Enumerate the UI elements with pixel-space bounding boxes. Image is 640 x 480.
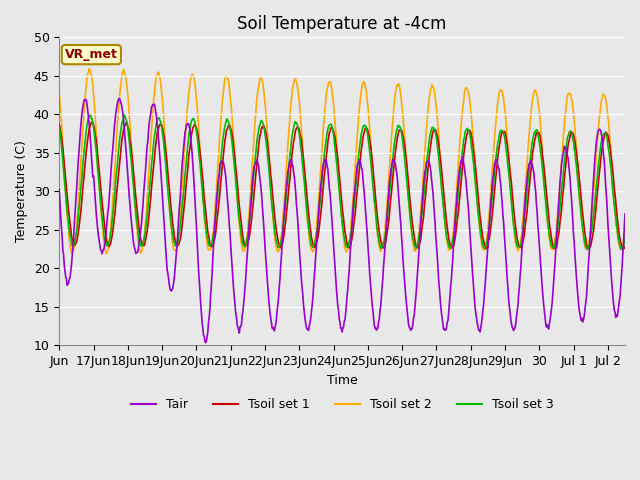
Y-axis label: Temperature (C): Temperature (C) [15, 140, 28, 242]
Legend: Tair, Tsoil set 1, Tsoil set 2, Tsoil set 3: Tair, Tsoil set 1, Tsoil set 2, Tsoil se… [126, 393, 558, 416]
Title: Soil Temperature at -4cm: Soil Temperature at -4cm [237, 15, 447, 33]
X-axis label: Time: Time [327, 373, 358, 386]
Text: VR_met: VR_met [65, 48, 118, 61]
